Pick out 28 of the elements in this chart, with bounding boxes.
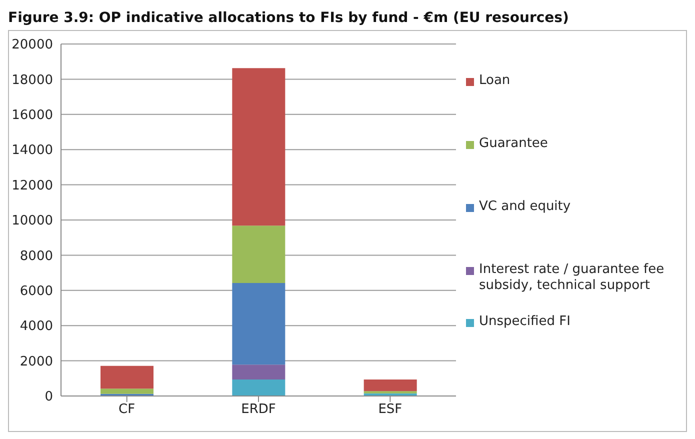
y-tick-label: 2000	[20, 354, 53, 370]
x-tick-label: CF	[118, 402, 136, 418]
legend-label: Loan	[479, 73, 510, 89]
y-tick-label: 12000	[12, 178, 53, 194]
legend-label: Guarantee	[479, 136, 548, 152]
y-tick-label: 0	[44, 390, 53, 405]
y-tick-label: 4000	[20, 319, 53, 334]
bar	[232, 226, 286, 284]
y-tick-label: 20000	[12, 38, 53, 53]
bar	[232, 364, 286, 380]
legend-label: Interest rate / guarantee fee subsidy, technical support	[479, 262, 666, 294]
y-tick-label: 8000	[20, 248, 53, 264]
legend-label: Unspecified FI	[479, 314, 570, 330]
y-tick-label: 14000	[12, 143, 53, 158]
bar	[100, 366, 154, 389]
y-tick-label: 18000	[12, 72, 53, 88]
bar	[100, 388, 154, 394]
chart-title: Figure 3.9: OP indicative allocations to FIs by fund - €m (EU resources)	[8, 9, 570, 28]
bar	[232, 379, 286, 396]
x-tick-label: ESF	[378, 402, 402, 418]
bar	[232, 68, 286, 226]
y-tick-label: 10000	[12, 214, 53, 229]
y-tick-label: 6000	[20, 284, 53, 300]
x-tick-label: ERDF	[241, 402, 276, 418]
bar	[232, 283, 286, 365]
y-tick-label: 16000	[12, 108, 53, 124]
legend-label: VC and equity	[479, 199, 571, 215]
bar	[364, 379, 417, 392]
